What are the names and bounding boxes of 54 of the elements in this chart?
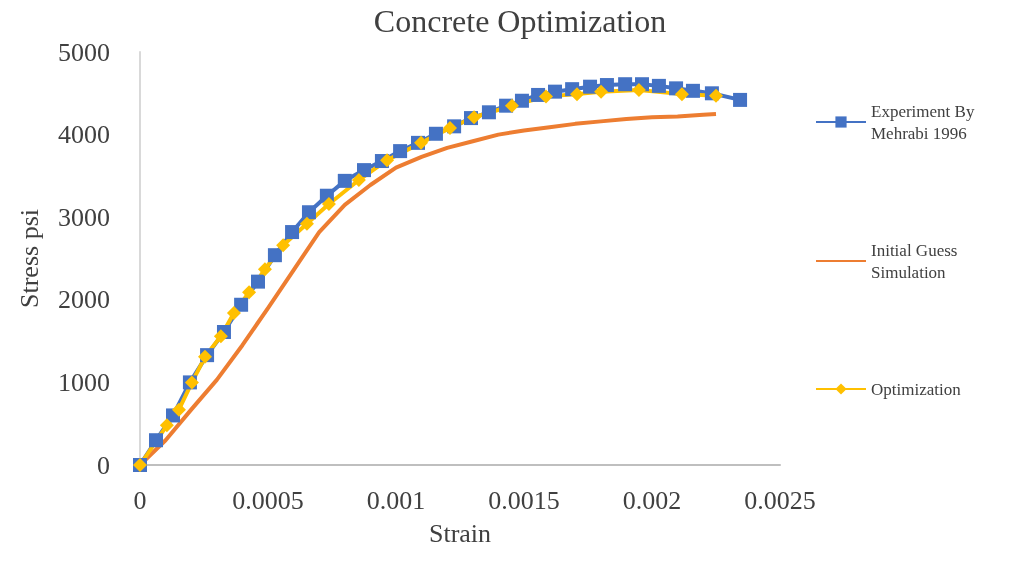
- point: [267, 248, 282, 263]
- point: [171, 402, 186, 417]
- point: [159, 418, 174, 433]
- point: [393, 144, 408, 159]
- point: [709, 88, 723, 103]
- point: [651, 78, 666, 93]
- point: [357, 163, 371, 178]
- point: [685, 83, 700, 98]
- point: [618, 77, 633, 92]
- y-tick-label: 0: [97, 450, 110, 480]
- y-axis-title: Stress psi: [14, 209, 44, 308]
- x-tick-label: 0.0025: [744, 485, 816, 515]
- legend-label: Optimization: [871, 379, 962, 399]
- x-tick-label: 0.001: [366, 485, 426, 515]
- point: [583, 79, 598, 94]
- y-tick-label: 4000: [58, 120, 110, 150]
- x-tick-label: 0.0015: [488, 485, 560, 515]
- chart-title: Concrete Optimization: [373, 3, 667, 39]
- point: [733, 92, 748, 107]
- point: [443, 120, 458, 135]
- point: [351, 173, 366, 188]
- point: [276, 238, 291, 253]
- y-tick-label: 3000: [58, 202, 110, 232]
- legend-label: Initial Guess Simulation: [871, 240, 962, 282]
- point: [481, 105, 496, 120]
- point: [380, 153, 395, 168]
- point: [514, 93, 529, 108]
- point: [226, 306, 241, 321]
- point: [213, 329, 228, 344]
- point: [594, 84, 609, 99]
- point: [234, 297, 249, 312]
- y-tick-label: 2000: [58, 285, 110, 315]
- point: [428, 126, 443, 141]
- x-tick-label: 0.0005: [232, 485, 304, 515]
- x-tick-label: 0.002: [622, 485, 682, 515]
- point: [539, 89, 554, 104]
- point: [149, 433, 163, 448]
- point: [337, 173, 352, 188]
- point: [504, 98, 519, 113]
- y-tick-label: 5000: [58, 37, 110, 67]
- legend-label: Experiment By Mehrabi 1996: [871, 101, 979, 143]
- point: [242, 285, 257, 300]
- x-axis-title: Strain: [428, 518, 492, 548]
- x-tick-label: 0: [133, 485, 147, 515]
- point: [301, 205, 316, 220]
- point: [299, 216, 314, 231]
- y-tick-label: 1000: [58, 367, 110, 397]
- point: [251, 274, 266, 289]
- point: [569, 87, 584, 102]
- point: [257, 262, 272, 277]
- point: [285, 225, 300, 240]
- point: [631, 83, 646, 97]
- point: [321, 196, 336, 211]
- point: [674, 87, 689, 102]
